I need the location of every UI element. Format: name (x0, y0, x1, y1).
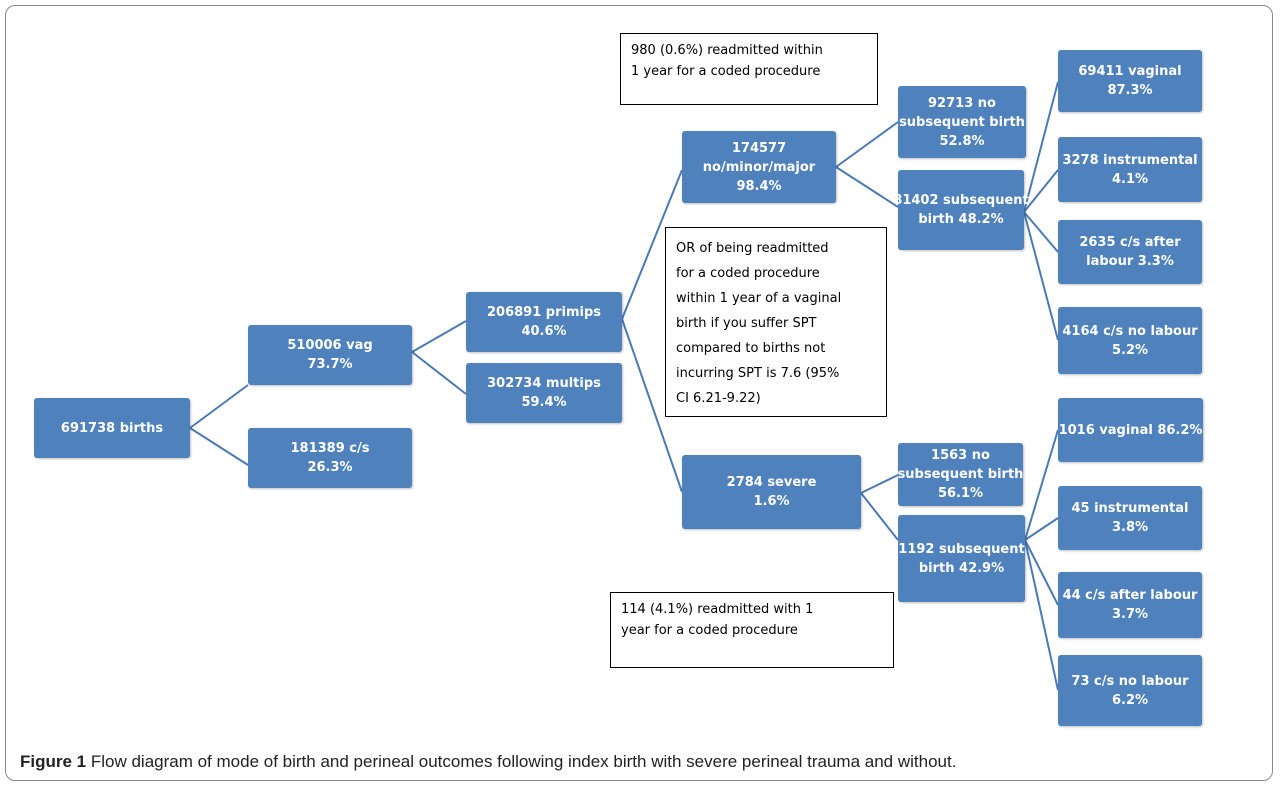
node-instrumental-a-line-2: 4.1% (1111, 171, 1149, 187)
node-subsequent-birth-b-line-1: 1192 subsequent (898, 541, 1025, 557)
note-odds-line-4: birth if you suffer SPT (676, 316, 817, 331)
figure-caption-text: Flow diagram of mode of birth and perine… (86, 752, 957, 771)
node-instrumental-a-line-1: 3278 instrumental (1062, 152, 1198, 168)
node-instrumental-b-line-1: 45 instrumental (1071, 501, 1189, 516)
node-no-subsequent-birth-a-line-3: 52.8% (939, 133, 985, 149)
link-sev-nosub (860, 474, 899, 494)
link-nmm-nosub (835, 121, 899, 168)
node-no-minor-major-line-1: 174577 (731, 140, 787, 156)
note-readmitted-a-line-1: 980 (0.6%) readmitted within (631, 43, 823, 58)
node-no-minor-major-line-3: 98.4% (736, 178, 782, 194)
link-vag-multips (411, 351, 467, 395)
node-no-minor-major: 174577 no/minor/major 98.4% (682, 131, 836, 203)
node-multips-line-2: 59.4% (521, 395, 567, 410)
node-cs-after-labour-b: 44 c/s after labour 3.7% (1058, 572, 1202, 638)
node-cs-no-labour-b: 73 c/s no labour 6.2% (1058, 655, 1202, 726)
note-readmitted-b-line-1: 114 (4.1%) readmitted with 1 (621, 602, 814, 617)
node-vaginal-births-line-2: 73.7% (307, 357, 353, 372)
figure-caption-label: Figure 1 (20, 752, 87, 771)
note-odds-line-5: compared to births not (676, 341, 826, 356)
node-severe: 2784 severe 1.6% (682, 455, 861, 529)
link-subb-2 (1024, 517, 1059, 541)
node-caesarean-births-line-2: 26.3% (307, 460, 353, 475)
node-caesarean-births: 181389 c/s 26.3% (248, 428, 412, 488)
node-births-line-1: 691738 births (60, 420, 164, 436)
link-subb-4 (1024, 539, 1059, 691)
node-cs-after-labour-a-line-2: labour 3.3% (1086, 254, 1174, 269)
node-primips: 206891 primips 40.6% (466, 292, 622, 352)
link-births-vag (189, 384, 249, 429)
node-vaginal-a: 69411 vaginal 87.3% (1058, 50, 1202, 112)
node-vaginal-b-line-1: 1016 vaginal 86.2% (1058, 422, 1203, 438)
node-vaginal-b: 1016 vaginal 86.2% (1058, 398, 1203, 462)
node-subsequent-birth-a-line-2: birth 48.2% (918, 212, 1004, 227)
link-subb-1 (1024, 429, 1059, 541)
node-primips-line-1: 206891 primips (486, 305, 602, 320)
node-subsequent-birth-a-line-1: 81402 subsequent (893, 193, 1029, 208)
node-cs-after-labour-b-line-2: 3.7% (1111, 607, 1149, 622)
node-cs-after-labour-a: 2635 c/s after labour 3.3% (1058, 220, 1202, 284)
link-vag-primips (411, 320, 467, 353)
node-vaginal-births-line-1: 510006 vag (287, 338, 373, 353)
node-vaginal-a-line-1: 69411 vaginal (1078, 64, 1182, 79)
note-readmitted-a-line-2: 1 year for a coded procedure (631, 64, 821, 79)
node-no-subsequent-birth-b: 1563 no subsequent birth 56.1% (898, 443, 1023, 506)
node-cs-no-labour-b-line-2: 6.2% (1111, 692, 1149, 708)
node-subsequent-birth-a: 81402 subsequent birth 48.2% (893, 170, 1029, 250)
note-odds-line-7: CI 6.21-9.22) (676, 391, 761, 406)
note-odds-line-1: OR of being readmitted (676, 241, 829, 256)
node-cs-no-labour-a-line-2: 5.2% (1111, 342, 1149, 358)
node-subsequent-birth-b: 1192 subsequent birth 42.9% (898, 515, 1025, 602)
node-instrumental-b-line-2: 3.8% (1111, 520, 1149, 535)
note-readmitted-b-line-2: year for a coded procedure (621, 623, 798, 638)
note-readmitted-severe: 114 (4.1%) readmitted with 1 year for a … (610, 592, 894, 668)
node-no-subsequent-birth-a-line-2: subsequent birth (899, 114, 1025, 130)
link-nmm-sub (835, 166, 899, 208)
node-severe-line-2: 1.6% (753, 494, 790, 509)
link-suba-2 (1023, 169, 1059, 213)
node-instrumental-b: 45 instrumental 3.8% (1058, 486, 1202, 550)
link-suba-1 (1023, 81, 1059, 213)
node-caesarean-births-line-1: 181389 c/s (290, 441, 370, 456)
link-suba-3 (1023, 211, 1059, 253)
link-births-cs (189, 427, 249, 466)
link-sev-sub (860, 492, 899, 541)
node-cs-no-labour-b-line-1: 73 c/s no labour (1071, 673, 1189, 689)
node-no-subsequent-birth-b-line-3: 56.1% (937, 486, 984, 501)
link-suba-4 (1023, 211, 1059, 341)
node-multips-line-1: 302734 multips (487, 376, 601, 391)
node-no-subsequent-birth-b-line-2: subsequent birth (897, 467, 1024, 482)
node-instrumental-a: 3278 instrumental 4.1% (1058, 137, 1202, 202)
node-vaginal-births: 510006 vag 73.7% (248, 325, 412, 385)
link-primips-bottom (621, 318, 683, 493)
node-births: 691738 births (34, 398, 190, 458)
link-subb-3 (1024, 539, 1059, 606)
node-no-subsequent-birth-a: 92713 no subsequent birth 52.8% (898, 86, 1026, 158)
node-no-subsequent-birth-b-line-1: 1563 no (931, 448, 990, 463)
node-cs-no-labour-a: 4164 c/s no labour 5.2% (1058, 307, 1202, 374)
node-no-minor-major-line-2: no/minor/major (702, 159, 816, 175)
node-no-subsequent-birth-a-line-1: 92713 no (928, 95, 996, 111)
node-subsequent-birth-b-line-2: birth 42.9% (918, 560, 1005, 576)
node-cs-after-labour-b-line-1: 44 c/s after labour (1062, 588, 1198, 603)
note-odds-line-3: within 1 year of a vaginal (676, 291, 842, 306)
note-readmitted-no-minor-major: 980 (0.6%) readmitted within 1 year for … (620, 33, 878, 105)
node-cs-no-labour-a-line-1: 4164 c/s no labour (1062, 323, 1198, 339)
node-severe-line-1: 2784 severe (726, 475, 817, 490)
node-cs-after-labour-a-line-1: 2635 c/s after (1079, 235, 1181, 250)
link-primips-top (621, 169, 683, 320)
node-vaginal-a-line-2: 87.3% (1107, 83, 1153, 98)
node-multips: 302734 multips 59.4% (466, 363, 622, 423)
note-odds-line-6: incurring SPT is 7.6 (95% (676, 366, 840, 381)
note-odds-line-2: for a coded procedure (676, 266, 820, 281)
figure-caption: Figure 1 Flow diagram of mode of birth a… (20, 752, 956, 772)
note-odds-ratio: OR of being readmitted for a coded proce… (665, 227, 887, 417)
node-primips-line-2: 40.6% (521, 324, 567, 339)
